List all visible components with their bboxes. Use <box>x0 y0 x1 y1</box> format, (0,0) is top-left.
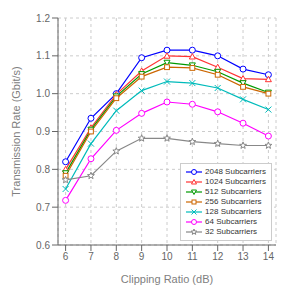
html-text:2048 Subcarriers: 2048 Subcarriers <box>205 167 266 176</box>
svg-text:14: 14 <box>263 251 275 262</box>
svg-text:1.0: 1.0 <box>36 88 50 99</box>
svg-text:1.1: 1.1 <box>36 50 50 61</box>
html-text:256 Subcarriers: 256 Subcarriers <box>205 197 262 206</box>
html-text:64 Subcarriers: 64 Subcarriers <box>205 217 258 226</box>
html-text:1024 Subcarriers: 1024 Subcarriers <box>205 177 266 186</box>
svg-text:0.9: 0.9 <box>36 126 50 137</box>
svg-text:0.6: 0.6 <box>36 240 50 251</box>
svg-text:1.2: 1.2 <box>36 13 50 24</box>
svg-text:Transmission Rate (Gbit/s): Transmission Rate (Gbit/s) <box>10 66 22 196</box>
html-text:128 Subcarriers: 128 Subcarriers <box>205 207 262 216</box>
svg-text:0.8: 0.8 <box>36 164 50 175</box>
svg-text:0.7: 0.7 <box>36 202 50 213</box>
svg-text:11: 11 <box>187 251 198 262</box>
svg-text:8: 8 <box>114 251 120 262</box>
html-text:32 Subcarriers: 32 Subcarriers <box>205 227 258 236</box>
svg-text:Clipping Ratio (dB): Clipping Ratio (dB) <box>121 273 213 285</box>
svg-text:6: 6 <box>63 251 69 262</box>
svg-text:10: 10 <box>161 251 173 262</box>
html-text:512 Subcarriers: 512 Subcarriers <box>205 187 262 196</box>
svg-text:7: 7 <box>88 251 94 262</box>
svg-text:13: 13 <box>237 251 249 262</box>
svg-text:9: 9 <box>139 251 145 262</box>
svg-text:12: 12 <box>212 251 224 262</box>
